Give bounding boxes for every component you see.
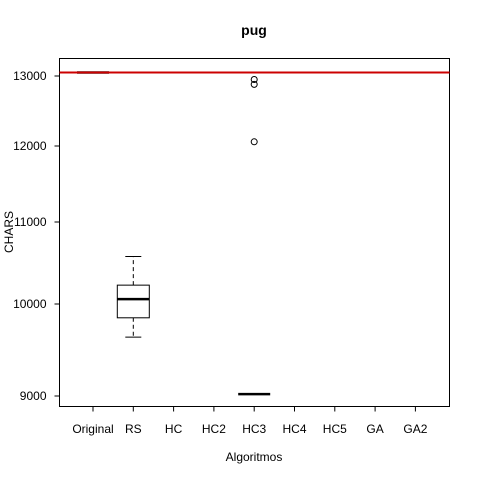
plot-marks: [59, 71, 450, 396]
y-tick-label: 9000: [20, 389, 47, 403]
x-tick-label: RS: [125, 422, 142, 436]
plot-frame: [59, 58, 450, 407]
x-tick-label: HC4: [282, 422, 306, 436]
x-tick-label: HC3: [242, 422, 266, 436]
y-tick-label: 10000: [13, 297, 47, 311]
box-rs: [116, 255, 150, 338]
box-hc3: [238, 76, 271, 396]
x-tick-label: HC: [165, 422, 183, 436]
outlier-point: [250, 80, 258, 88]
outlier-point: [250, 138, 258, 146]
x-tick-label: Original: [72, 422, 113, 436]
x-axis-title: Algoritmos: [226, 450, 283, 464]
y-tick-label: 13000: [13, 69, 47, 83]
y-tick-label: 12000: [13, 139, 47, 153]
x-tick-label: HC5: [323, 422, 347, 436]
outlier-point: [250, 76, 258, 83]
x-tick-label: HC2: [202, 422, 226, 436]
x-axis: Original RS HC HC2 HC3 HC4 HC5 GA GA2: [72, 406, 428, 436]
y-axis: 9000 10000 11000 12000 13000: [13, 69, 60, 403]
y-axis-title: CHARS: [2, 211, 16, 253]
chart-title: pug: [241, 22, 267, 38]
x-tick-label: GA: [366, 422, 383, 436]
x-tick-label: GA2: [403, 422, 427, 436]
y-tick-label: 11000: [14, 215, 47, 229]
box-iqr: [116, 284, 150, 319]
